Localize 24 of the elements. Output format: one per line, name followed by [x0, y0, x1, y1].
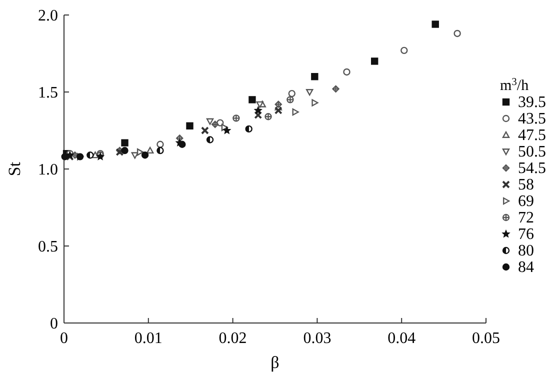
- legend-label: 39.5: [518, 94, 546, 111]
- y-tick-label: 1.0: [38, 162, 58, 179]
- legend-label: 84: [518, 259, 534, 276]
- legend-label: 54.5: [518, 160, 546, 177]
- legend-title: m$^{3}$/h: [500, 76, 530, 94]
- y-tick-label: 2.0: [38, 8, 58, 25]
- legend-label: 58: [518, 176, 534, 194]
- y-tick-label: 0: [50, 316, 58, 333]
- legend-label: 80: [518, 242, 534, 260]
- legend-label: 76: [518, 226, 534, 243]
- legend-label: 43.5: [518, 110, 546, 128]
- legend-label: 47.5: [518, 127, 546, 144]
- y-tick-label: 0.5: [38, 238, 58, 256]
- legend-label: 69: [518, 193, 534, 210]
- y-tick-label: 1.5: [38, 84, 58, 102]
- legend-label: 50.5: [518, 144, 546, 160]
- y-axis-title: St: [5, 162, 24, 176]
- x-tick-label: 0.03: [303, 330, 332, 347]
- x-tick-label: 0.04: [388, 330, 416, 347]
- x-tick-label: 0.01: [134, 330, 162, 347]
- x-tick-label: 0.05: [472, 330, 500, 347]
- x-tick-label: 0.02: [218, 330, 247, 347]
- legend-label: 72: [518, 210, 534, 226]
- x-axis-title: β: [270, 353, 280, 372]
